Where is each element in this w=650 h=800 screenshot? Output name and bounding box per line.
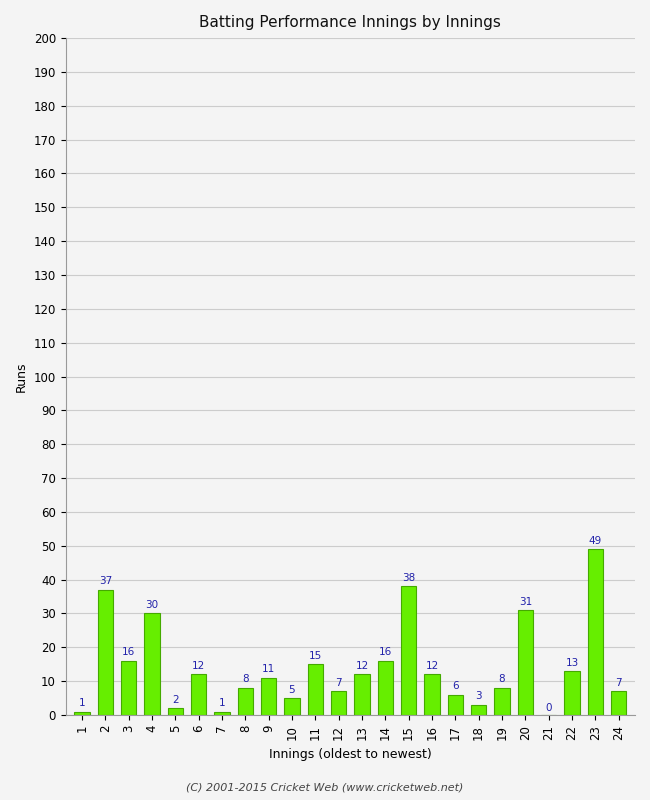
Text: 11: 11 bbox=[262, 664, 276, 674]
Text: 38: 38 bbox=[402, 573, 415, 583]
Bar bbox=[471, 705, 486, 715]
Bar bbox=[354, 674, 370, 715]
Bar bbox=[214, 711, 229, 715]
Bar bbox=[191, 674, 206, 715]
Title: Batting Performance Innings by Innings: Batting Performance Innings by Innings bbox=[200, 15, 501, 30]
Text: 3: 3 bbox=[475, 691, 482, 702]
Text: 1: 1 bbox=[218, 698, 226, 708]
Bar bbox=[168, 708, 183, 715]
Bar bbox=[495, 688, 510, 715]
Text: 6: 6 bbox=[452, 682, 459, 691]
Text: 16: 16 bbox=[379, 647, 392, 658]
Bar bbox=[285, 698, 300, 715]
Bar bbox=[611, 691, 626, 715]
Text: 7: 7 bbox=[335, 678, 342, 688]
Text: 12: 12 bbox=[356, 661, 369, 671]
Bar bbox=[238, 688, 253, 715]
Text: 16: 16 bbox=[122, 647, 135, 658]
Text: 13: 13 bbox=[566, 658, 578, 667]
Bar bbox=[448, 694, 463, 715]
Text: 15: 15 bbox=[309, 650, 322, 661]
Text: 37: 37 bbox=[99, 576, 112, 586]
Bar bbox=[261, 678, 276, 715]
Bar bbox=[98, 590, 113, 715]
Bar bbox=[564, 671, 580, 715]
Text: (C) 2001-2015 Cricket Web (www.cricketweb.net): (C) 2001-2015 Cricket Web (www.cricketwe… bbox=[187, 782, 463, 792]
Bar bbox=[144, 614, 159, 715]
Text: 8: 8 bbox=[499, 674, 505, 685]
Text: 0: 0 bbox=[545, 703, 552, 714]
Bar bbox=[424, 674, 439, 715]
Text: 12: 12 bbox=[425, 661, 439, 671]
Bar bbox=[331, 691, 346, 715]
Bar bbox=[121, 661, 136, 715]
Bar bbox=[307, 664, 323, 715]
Text: 1: 1 bbox=[79, 698, 85, 708]
Text: 8: 8 bbox=[242, 674, 249, 685]
Text: 2: 2 bbox=[172, 694, 179, 705]
Text: 12: 12 bbox=[192, 661, 205, 671]
Bar bbox=[518, 610, 533, 715]
Text: 5: 5 bbox=[289, 685, 295, 694]
Text: 31: 31 bbox=[519, 597, 532, 606]
Bar bbox=[378, 661, 393, 715]
X-axis label: Innings (oldest to newest): Innings (oldest to newest) bbox=[269, 748, 432, 761]
Text: 7: 7 bbox=[616, 678, 622, 688]
Bar bbox=[401, 586, 416, 715]
Text: 49: 49 bbox=[589, 536, 602, 546]
Bar bbox=[588, 549, 603, 715]
Bar bbox=[74, 711, 90, 715]
Text: 30: 30 bbox=[146, 600, 159, 610]
Y-axis label: Runs: Runs bbox=[15, 362, 28, 392]
